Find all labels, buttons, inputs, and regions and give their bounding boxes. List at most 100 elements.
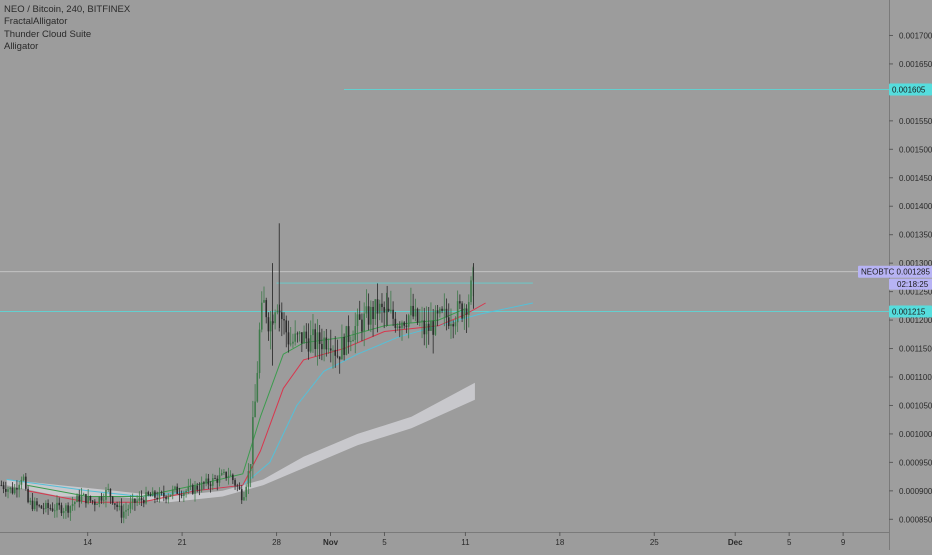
countdown-bg [889, 278, 932, 290]
candle-body [405, 325, 408, 327]
candle-body [76, 495, 78, 503]
candle-body [125, 510, 127, 512]
candle-body [289, 343, 292, 345]
candle-body [171, 489, 174, 495]
candle-body [191, 485, 194, 494]
candle-body [138, 497, 141, 501]
candle-body [122, 511, 125, 518]
candle-body [69, 506, 72, 513]
candle-body [18, 484, 20, 490]
alligator-red-line [26, 302, 486, 503]
candle-body [189, 485, 192, 487]
current-price-label-bg [858, 265, 932, 278]
candle-body [296, 333, 299, 335]
candle-body [62, 511, 65, 514]
candle-body [53, 510, 56, 512]
candle-body [80, 495, 83, 502]
candle-body [20, 479, 23, 485]
candle-body [390, 309, 392, 312]
candle-body [56, 502, 58, 511]
price-tick-label: 0.000850 [899, 515, 932, 524]
level-price-label: 0.001605 [892, 86, 926, 95]
candle-body [149, 494, 152, 497]
candle-body [410, 305, 412, 316]
time-tick-label: Dec [728, 538, 743, 547]
candle-body [16, 487, 18, 490]
candle-body [434, 310, 437, 335]
candle-body [223, 471, 225, 474]
candle-body [207, 478, 210, 485]
candle-body [29, 500, 32, 503]
candle-body [131, 498, 134, 503]
price-tick-label: 0.001550 [899, 117, 932, 126]
candle-body [316, 332, 319, 349]
candle-body [38, 505, 40, 507]
candle-body [140, 497, 143, 501]
candle-body [381, 303, 383, 308]
candle-body [205, 478, 207, 484]
candle-body [227, 475, 230, 478]
candle-body [156, 497, 158, 500]
candle-body [432, 321, 434, 335]
candle-body [107, 488, 109, 490]
price-tick-label: 0.000950 [899, 458, 932, 467]
candle-body [356, 314, 359, 327]
candle-body [276, 310, 279, 313]
candle-body [269, 321, 272, 332]
candle-body [7, 489, 9, 492]
level-price-label-bg [889, 305, 932, 318]
indicator-thunder-cloud-suite[interactable]: Thunder Cloud Suite [4, 28, 92, 40]
candle-body [94, 501, 96, 505]
candle-body [350, 341, 352, 343]
time-tick-label: 28 [272, 538, 281, 547]
candle-body [258, 329, 261, 373]
candle-body [256, 372, 259, 402]
candle-body [11, 487, 14, 494]
candle-body [318, 332, 321, 344]
candle-body [0, 485, 3, 486]
time-tick-label: 11 [461, 538, 470, 547]
candle-body [336, 355, 339, 357]
candle-body [421, 320, 423, 322]
candle-body [194, 485, 196, 494]
candle-body [249, 464, 252, 472]
candle-body [185, 490, 187, 493]
level-price-label: 0.001215 [892, 308, 926, 317]
candle-body [116, 504, 118, 507]
candle-body [212, 478, 214, 486]
candle-body [392, 309, 394, 319]
candle-body [465, 308, 468, 315]
symbol-line[interactable]: NEO / Bitcoin, 240, BITFINEX [4, 4, 131, 15]
candle-body [60, 505, 63, 514]
candle-body [100, 496, 103, 501]
candle-body [13, 487, 16, 494]
candle-body [298, 332, 301, 334]
candle-body [327, 348, 330, 350]
candle-body [398, 326, 401, 328]
time-axis[interactable]: 14 21 28 Nov 5 11 18 25 Dec 5 9 [0, 532, 889, 547]
candle-body [307, 338, 310, 352]
candle-body [120, 505, 123, 518]
candle-body [5, 488, 7, 492]
time-tick-label: 5 [382, 538, 387, 547]
candle-body [412, 305, 414, 317]
candle-body [151, 491, 154, 497]
candle-body [111, 496, 114, 504]
candle-body [283, 319, 285, 321]
candle-body [470, 280, 472, 303]
candle-body [338, 356, 341, 360]
indicator-alligator[interactable]: Alligator [4, 40, 39, 52]
candle-body [450, 324, 452, 327]
candle-body [65, 505, 67, 512]
candle-body [22, 476, 25, 480]
candle-body [158, 492, 161, 500]
candle-body [401, 322, 403, 328]
time-tick-label: 21 [178, 538, 187, 547]
indicator-fractal-alligator[interactable]: FractalAlligator [4, 16, 68, 28]
time-tick-label: Nov [323, 538, 339, 547]
candle-body [376, 299, 379, 314]
candle-body [145, 492, 147, 504]
candle-body [378, 303, 381, 314]
